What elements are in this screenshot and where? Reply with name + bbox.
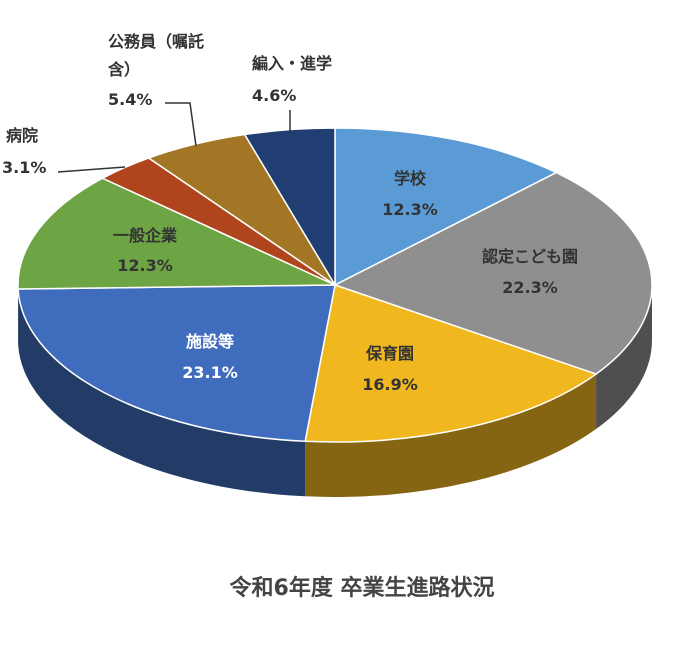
slice bbox=[17, 284, 336, 443]
value-label: 16.9% bbox=[362, 375, 418, 394]
leader-line bbox=[57, 166, 126, 173]
value-label: 12.3% bbox=[117, 256, 173, 275]
value-label: 23.1% bbox=[182, 363, 238, 382]
value-label: 4.6% bbox=[252, 86, 297, 105]
slice bbox=[304, 284, 598, 443]
slice-side bbox=[305, 374, 597, 497]
slice-label: 施設等 bbox=[185, 332, 235, 351]
value-label: 3.1% bbox=[2, 158, 47, 177]
value-label: 12.3% bbox=[382, 200, 438, 219]
slice-label: 病院 bbox=[6, 126, 39, 145]
slice bbox=[17, 177, 336, 290]
slice-label: 公務員（嘱託含） bbox=[108, 32, 205, 79]
value-label: 5.4% bbox=[108, 90, 153, 109]
slice-side bbox=[596, 285, 652, 430]
slice bbox=[333, 171, 653, 375]
slice-side bbox=[18, 288, 306, 497]
slice-label: 保育園 bbox=[365, 344, 415, 363]
value-label: 22.3% bbox=[502, 278, 558, 297]
slice-label: 学校 bbox=[393, 169, 427, 188]
slice bbox=[334, 127, 559, 287]
slice-label: 編入・進学 bbox=[252, 54, 333, 73]
slice-label: 一般企業 bbox=[112, 226, 178, 245]
slice-label: 認定こども園 bbox=[481, 247, 579, 266]
leader-line bbox=[165, 102, 197, 147]
chart-title: 令和6年度 卒業生進路状況 bbox=[229, 576, 495, 601]
